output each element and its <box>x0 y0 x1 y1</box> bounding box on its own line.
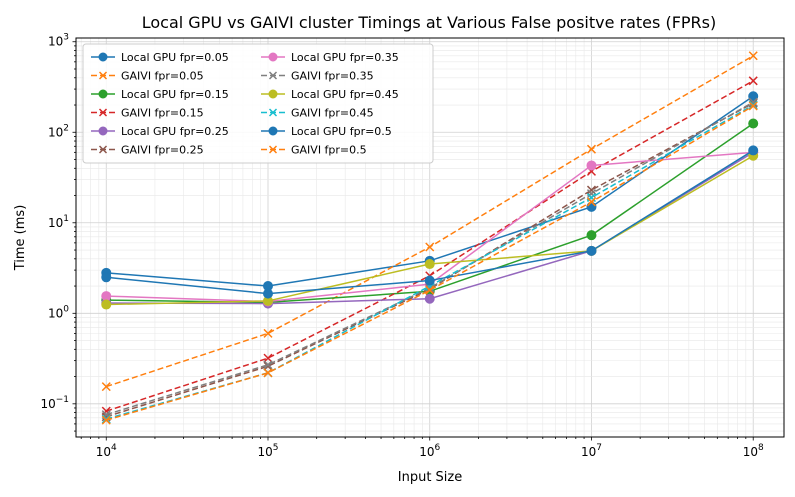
series-line <box>106 101 754 416</box>
data-point <box>748 145 759 156</box>
series-11 <box>101 145 759 299</box>
legend-label: GAIVI fpr=0.35 <box>291 70 374 83</box>
x-tick-label: 104 <box>96 443 117 459</box>
data-point <box>586 185 597 195</box>
legend-item: Local GPU fpr=0.25 <box>91 125 229 138</box>
legend-label: Local GPU fpr=0.15 <box>121 88 229 101</box>
legend-item: GAIVI fpr=0.05 <box>91 70 204 83</box>
series-12 <box>101 101 758 425</box>
legend-item: Local GPU fpr=0.15 <box>91 88 229 101</box>
data-point <box>268 52 278 62</box>
series-2 <box>101 51 758 392</box>
data-point <box>98 126 108 136</box>
data-point <box>424 275 435 286</box>
y-tick-label: 10−1 <box>40 395 69 411</box>
data-point <box>101 291 112 302</box>
data-point <box>425 285 435 295</box>
data-point <box>748 76 758 86</box>
data-point <box>748 118 759 129</box>
data-point <box>424 259 435 270</box>
legend-label: GAIVI fpr=0.25 <box>121 144 204 157</box>
plot-area <box>101 51 759 425</box>
y-tick-label: 100 <box>48 304 69 320</box>
legend-label: Local GPU fpr=0.05 <box>121 51 229 64</box>
legend-label: Local GPU fpr=0.25 <box>121 125 229 138</box>
data-point <box>748 91 759 102</box>
y-axis-label: Time (ms) <box>13 205 28 272</box>
legend-label: GAIVI fpr=0.15 <box>121 107 204 120</box>
data-point <box>268 108 278 117</box>
data-point <box>268 71 278 80</box>
data-point <box>586 189 597 199</box>
legend-label: Local GPU fpr=0.45 <box>291 88 399 101</box>
data-point <box>586 245 597 256</box>
data-point <box>586 230 597 241</box>
legend-item: GAIVI fpr=0.45 <box>261 107 374 120</box>
data-point <box>98 145 108 154</box>
legend-item: Local GPU fpr=0.05 <box>91 51 229 64</box>
y-tick-label: 103 <box>48 33 69 49</box>
legend-item: Local GPU fpr=0.45 <box>261 88 399 101</box>
data-point <box>101 382 111 392</box>
data-point <box>268 145 278 154</box>
data-point <box>586 144 597 154</box>
data-point <box>98 89 108 99</box>
data-point <box>101 415 111 425</box>
data-point <box>98 108 108 117</box>
data-point <box>98 71 108 80</box>
data-point <box>268 89 278 99</box>
data-point <box>262 288 273 299</box>
data-point <box>268 126 278 136</box>
data-point <box>263 360 273 370</box>
data-point <box>101 414 111 424</box>
x-axis-label: Input Size <box>398 470 462 485</box>
x-tick-label: 108 <box>743 443 764 459</box>
legend-item: GAIVI fpr=0.5 <box>261 144 367 157</box>
legend-item: GAIVI fpr=0.15 <box>91 107 204 120</box>
x-tick-label: 107 <box>581 443 602 459</box>
data-point <box>424 293 435 304</box>
legend-label: Local GPU fpr=0.5 <box>291 125 392 138</box>
data-point <box>263 353 273 363</box>
data-point <box>101 272 112 283</box>
y-tick-label: 102 <box>48 123 69 139</box>
data-point <box>586 160 597 171</box>
data-point <box>748 101 758 111</box>
data-point <box>748 97 758 107</box>
legend: Local GPU fpr=0.05 GAIVI fpr=0.05 Local GP… <box>82 43 434 164</box>
legend-label: GAIVI fpr=0.05 <box>121 70 204 83</box>
legend-item: GAIVI fpr=0.25 <box>91 144 204 157</box>
series-line <box>106 105 754 421</box>
legend-item: Local GPU fpr=0.5 <box>261 125 392 138</box>
legend-item: GAIVI fpr=0.35 <box>261 70 374 83</box>
data-point <box>425 242 435 252</box>
x-tick-label: 105 <box>257 443 278 459</box>
data-point <box>263 328 273 338</box>
data-point <box>263 368 273 378</box>
data-point <box>586 201 597 212</box>
y-tick-label: 101 <box>48 214 69 230</box>
legend-item: Local GPU fpr=0.35 <box>261 51 399 64</box>
chart-title: Local GPU vs GAIVI cluster Timings at Va… <box>142 13 716 32</box>
data-point <box>98 52 108 62</box>
legend-label: GAIVI fpr=0.45 <box>291 107 374 120</box>
data-point <box>101 299 112 310</box>
data-point <box>586 197 597 207</box>
data-point <box>748 51 758 61</box>
legend-label: Local GPU fpr=0.35 <box>291 51 399 64</box>
x-tick-label: 106 <box>419 443 440 459</box>
legend-box <box>82 43 434 164</box>
legend-label: GAIVI fpr=0.5 <box>291 144 367 157</box>
axes: 104 105 106 107 108 10−1 100 101 102 103 <box>40 33 764 459</box>
